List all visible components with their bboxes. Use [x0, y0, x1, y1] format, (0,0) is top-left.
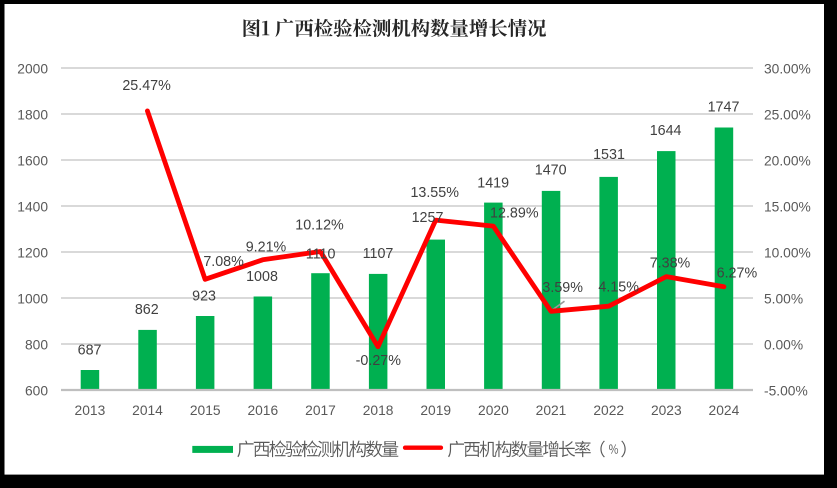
svg-text:2021: 2021: [536, 403, 567, 418]
svg-text:600: 600: [25, 384, 48, 399]
svg-text:800: 800: [25, 338, 48, 353]
svg-text:20.00%: 20.00%: [764, 154, 811, 169]
svg-text:1107: 1107: [363, 246, 394, 262]
svg-text:15.00%: 15.00%: [764, 200, 811, 215]
svg-text:1470: 1470: [535, 163, 567, 179]
svg-text:5.00%: 5.00%: [764, 292, 803, 307]
svg-text:923: 923: [192, 289, 216, 305]
svg-text:6.27%: 6.27%: [717, 266, 758, 282]
svg-text:2000: 2000: [17, 62, 48, 77]
svg-text:1008: 1008: [246, 269, 278, 285]
svg-text:2022: 2022: [593, 403, 624, 418]
svg-text:1800: 1800: [17, 108, 48, 123]
svg-text:-5.00%: -5.00%: [764, 384, 808, 399]
svg-text:1644: 1644: [650, 123, 682, 139]
svg-text:1531: 1531: [593, 147, 625, 163]
svg-text:2024: 2024: [709, 403, 740, 418]
svg-text:1419: 1419: [477, 176, 509, 192]
svg-text:1000: 1000: [17, 292, 48, 307]
svg-text:687: 687: [78, 343, 102, 359]
svg-text:2014: 2014: [132, 403, 163, 418]
svg-text:25.00%: 25.00%: [764, 108, 811, 123]
svg-text:1400: 1400: [17, 200, 48, 215]
svg-text:2017: 2017: [305, 403, 336, 418]
svg-text:7.08%: 7.08%: [203, 254, 244, 270]
svg-text:9.21%: 9.21%: [246, 240, 287, 256]
svg-text:1747: 1747: [708, 100, 740, 116]
svg-text:4.15%: 4.15%: [598, 279, 639, 295]
svg-text:2013: 2013: [75, 403, 106, 418]
svg-text:30.00%: 30.00%: [764, 62, 811, 77]
svg-text:862: 862: [135, 302, 159, 318]
svg-text:12.89%: 12.89%: [490, 206, 539, 222]
svg-text:1600: 1600: [17, 154, 48, 169]
svg-text:2015: 2015: [190, 403, 221, 418]
svg-text:1110: 1110: [306, 246, 336, 262]
svg-text:2020: 2020: [478, 403, 509, 418]
svg-text:2018: 2018: [363, 403, 394, 418]
svg-text:-0.27%: -0.27%: [356, 353, 402, 369]
svg-text:7.38%: 7.38%: [650, 256, 691, 272]
svg-text:10.00%: 10.00%: [764, 246, 811, 261]
svg-text:1257: 1257: [412, 210, 444, 226]
svg-text:2016: 2016: [247, 403, 278, 418]
svg-text:25.47%: 25.47%: [122, 78, 171, 94]
svg-text:1200: 1200: [17, 246, 48, 261]
svg-text:2023: 2023: [651, 403, 682, 418]
svg-text:10.12%: 10.12%: [295, 217, 344, 233]
svg-text:0.00%: 0.00%: [764, 338, 803, 353]
svg-text:13.55%: 13.55%: [410, 185, 459, 201]
svg-text:3.59%: 3.59%: [542, 280, 583, 296]
svg-text:2019: 2019: [420, 403, 451, 418]
